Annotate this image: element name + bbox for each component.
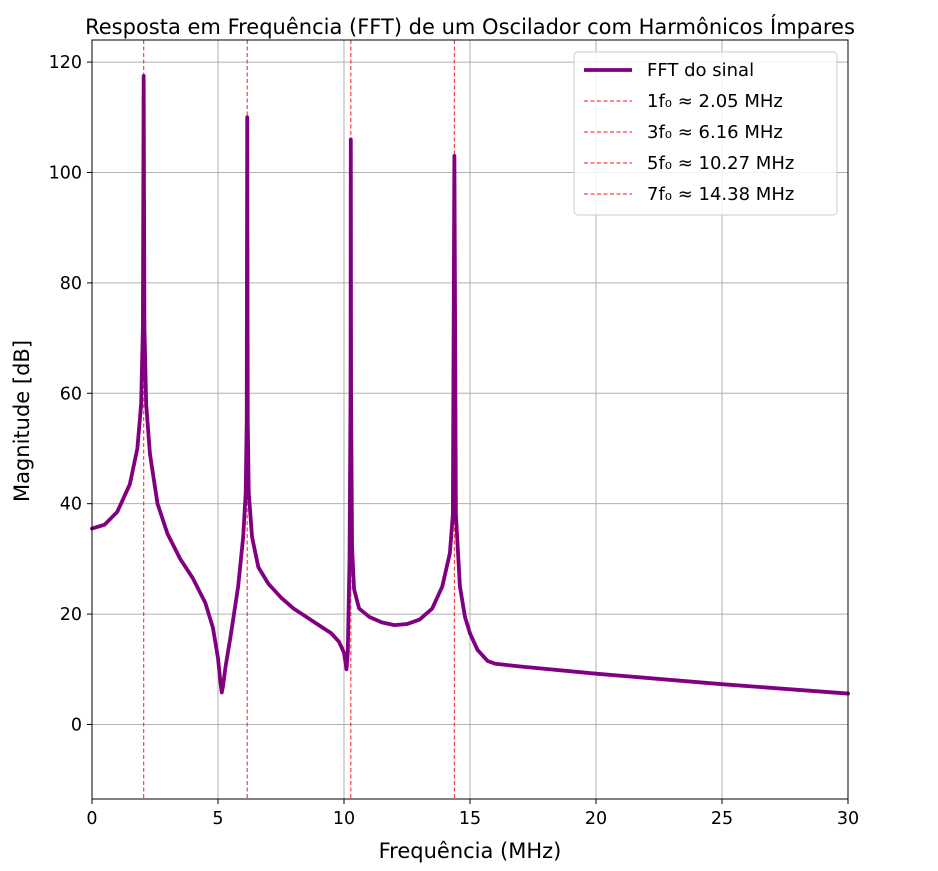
legend-box xyxy=(573,51,838,216)
harmonic-markers xyxy=(143,40,455,799)
y-tick-label: 100 xyxy=(49,163,82,183)
chart-title: Resposta em Frequência (FFT) de um Oscil… xyxy=(85,14,855,39)
series-layer xyxy=(90,73,850,696)
legend-entry-label: 3f₀ ≈ 6.16 MHz xyxy=(647,122,783,143)
x-axis-label: Frequência (MHz) xyxy=(379,839,562,863)
legend-entry-label: 1f₀ ≈ 2.05 MHz xyxy=(647,91,783,112)
legend-entry-label: 7f₀ ≈ 14.38 MHz xyxy=(647,184,794,205)
x-tick-label: 30 xyxy=(837,809,859,829)
y-tick-label: 60 xyxy=(60,384,82,404)
x-tick-label: 25 xyxy=(711,809,733,829)
y-tick-label: 120 xyxy=(49,53,82,73)
x-tick-label: 20 xyxy=(585,809,607,829)
y-tick-label: 80 xyxy=(60,274,82,294)
x-tick-label: 10 xyxy=(333,809,355,829)
fft-series-line xyxy=(90,73,850,696)
y-tick-label: 40 xyxy=(60,495,82,515)
y-tick-label: 0 xyxy=(71,715,82,735)
y-axis-label: Magnitude [dB] xyxy=(10,340,34,502)
x-tick-label: 5 xyxy=(212,809,223,829)
x-tick-label: 15 xyxy=(459,809,481,829)
legend-entry-label: 5f₀ ≈ 10.27 MHz xyxy=(647,153,794,174)
legend: FFT do sinal 1f₀ ≈ 2.05 MHz 3f₀ ≈ 6.16 MHz… xyxy=(573,51,838,216)
x-tick-label: 0 xyxy=(86,809,97,829)
y-axis-ticks: 0 20 40 60 80 100 120 xyxy=(49,53,92,735)
y-tick-label: 20 xyxy=(60,605,82,625)
legend-entry-label: FFT do sinal xyxy=(647,60,754,81)
x-axis-ticks: 0 5 10 15 20 25 30 xyxy=(86,799,859,829)
